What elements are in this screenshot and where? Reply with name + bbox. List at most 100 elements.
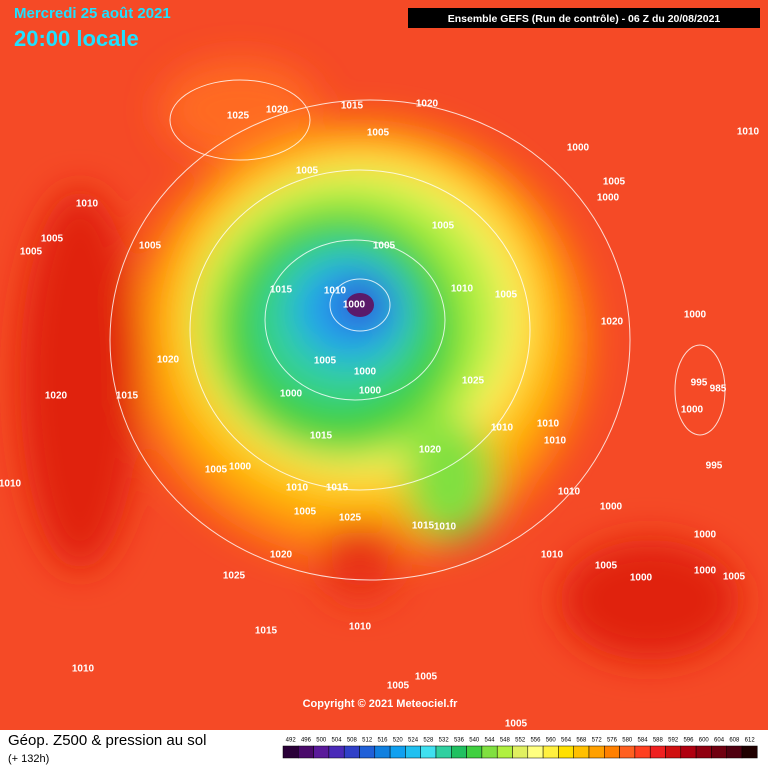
isobar-label: 1005 (20, 247, 43, 258)
isobar-label: 1005 (387, 681, 410, 692)
legend-swatch (374, 745, 391, 759)
time: 20:00 locale (14, 26, 139, 51)
isobar-label: 1010 (491, 423, 514, 434)
copyright: Copyright © 2021 Meteociel.fr (303, 698, 459, 710)
isobar-label: 1005 (314, 356, 337, 367)
legend-label: 504 (332, 738, 343, 744)
legend-label: 532 (439, 738, 450, 744)
isobar-label: 1005 (415, 672, 438, 683)
isobar-label: 1020 (45, 391, 68, 402)
isobar-label: 1005 (495, 290, 518, 301)
isobar-label: 1015 (310, 431, 333, 442)
legend-swatch (343, 745, 360, 759)
legend-label: 612 (745, 738, 756, 744)
legend-swatch (466, 745, 483, 759)
isobar-label: 1005 (205, 465, 228, 476)
legend-label: 604 (714, 738, 725, 744)
low-center (346, 293, 374, 317)
isobar-label: 1000 (359, 386, 382, 397)
isobar-label: 1015 (116, 391, 139, 402)
isobar-label: 1010 (434, 522, 457, 533)
run-bar (408, 8, 760, 28)
isobar-label: 1005 (373, 241, 396, 252)
isobar-label: 1010 (76, 199, 99, 210)
isobar-label: 1005 (294, 507, 317, 518)
isobar-label: 1025 (339, 513, 362, 524)
legend-swatch (389, 745, 406, 759)
legend-swatch (619, 745, 636, 759)
legend-swatch (573, 745, 590, 759)
legend-swatch (604, 745, 620, 759)
legend-label: 528 (423, 738, 434, 744)
legend-label: 536 (454, 738, 465, 744)
isobar-label: 1010 (558, 487, 581, 498)
legend-swatch (527, 745, 544, 759)
date: Mercredi 25 août 2021 (14, 5, 171, 22)
legend-swatch (496, 745, 513, 759)
legend-label: 516 (377, 738, 388, 744)
legend-label: 508 (347, 738, 358, 744)
legend-label: 544 (485, 738, 496, 744)
isobar-label: 1010 (324, 286, 347, 297)
legend-label: 500 (316, 738, 327, 744)
legend-swatch (542, 745, 559, 759)
isobar-label: 995 (691, 378, 708, 389)
legend-swatch (588, 745, 605, 759)
isobar-label: 1010 (0, 479, 22, 490)
legend-swatch (665, 745, 682, 759)
isobar-label: 1025 (227, 111, 250, 122)
isobar-label: 1010 (286, 483, 309, 494)
isobar-labels: 1025 1020 1015 1020 1005 1010 1000 1005 1005 1000… (0, 99, 760, 730)
legend-label: 572 (592, 738, 603, 744)
isobar-label: 1005 (139, 241, 162, 252)
isobar-label: 1025 (462, 376, 485, 387)
isobar-label: 1020 (416, 99, 439, 110)
legend-swatch (328, 745, 345, 759)
isobar-label: 1005 (41, 234, 64, 245)
legend-swatch (435, 745, 452, 759)
legend-label: 560 (546, 738, 557, 744)
legend-swatch (680, 745, 697, 759)
isobar-label: 1010 (72, 664, 95, 675)
isobar-label: 1010 (737, 127, 760, 138)
isobar-label: 1000 (567, 143, 590, 154)
isobar-label: 1000 (694, 530, 717, 541)
isobar-label: 1020 (419, 445, 442, 456)
legend-swatch (313, 745, 330, 759)
legend-label: 584 (638, 738, 649, 744)
isobar-label: 1000 (694, 566, 717, 577)
isobar-label: 1005 (603, 177, 626, 188)
legend-swatch (558, 745, 574, 759)
isobar-label: 995 (706, 461, 723, 472)
legend-swatch (711, 745, 727, 759)
isobar-label: 1010 (349, 622, 372, 633)
legend-swatch (512, 745, 529, 759)
isobar-label: 1010 (537, 419, 560, 430)
isobar-label: 1005 (595, 561, 618, 572)
isobar-label: 1005 (505, 719, 528, 730)
legend-swatch (282, 745, 299, 759)
legend-label: 564 (561, 738, 572, 744)
legend-swatch (359, 745, 376, 759)
isobar-label: 1015 (255, 626, 278, 637)
legend-label: 596 (683, 738, 694, 744)
isobar-lines (109, 79, 726, 581)
isobar-label: 1015 (326, 483, 349, 494)
isobar-label: 1005 (296, 166, 319, 177)
isobar-label: 1005 (367, 128, 390, 139)
legend-label: 524 (408, 738, 419, 744)
isobar-label: 1020 (266, 105, 289, 116)
legend-label: 588 (653, 738, 664, 744)
isobar-label: 1020 (157, 355, 180, 366)
isobar-label: 1000 (354, 367, 377, 378)
run-info: Ensemble GEFS (Run de contrôle) - 06 Z d… (448, 13, 721, 25)
legend-label: 576 (607, 738, 618, 744)
legend-swatch (695, 745, 712, 759)
legend-swatch (726, 745, 743, 759)
isobar-label: 1000 (597, 193, 620, 204)
legend-swatch (649, 745, 666, 759)
legend-label: 556 (530, 738, 541, 744)
legend-label: 608 (729, 738, 740, 744)
legend-swatch (741, 745, 758, 759)
